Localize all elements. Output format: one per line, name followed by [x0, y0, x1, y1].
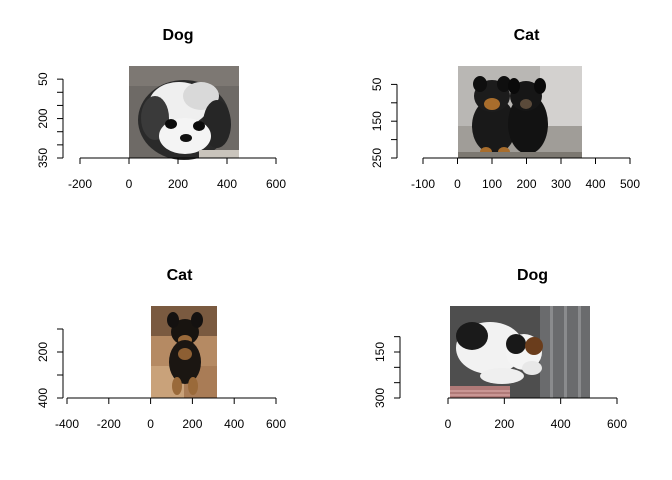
- x-tick-label: -100: [411, 177, 435, 191]
- x-tick-label: 400: [585, 177, 605, 191]
- panel-title: Dog: [517, 267, 548, 284]
- x-tick-label: 400: [217, 177, 237, 191]
- sitting-dog-photo: [151, 306, 217, 398]
- x-tick-label: -200: [68, 177, 92, 191]
- panel-title: Dog: [162, 27, 193, 44]
- two-puppies-photo: [458, 66, 582, 158]
- y-tick-label: 50: [370, 77, 384, 91]
- terrier-photo: [450, 306, 590, 398]
- panel-4: Dog 0 200 400 600 150 300: [373, 267, 627, 431]
- y-tick-label: 350: [36, 148, 50, 168]
- x-tick-label: 500: [620, 177, 640, 191]
- panel-title: Cat: [514, 27, 540, 44]
- x-tick-label: 200: [494, 417, 514, 431]
- panel-title: Cat: [167, 267, 193, 284]
- x-tick-label: -200: [97, 417, 121, 431]
- y-tick-label: 150: [373, 342, 387, 362]
- x-tick-label: 200: [516, 177, 536, 191]
- y-tick-label: 50: [36, 72, 50, 86]
- x-tick-label: 200: [168, 177, 188, 191]
- x-tick-label: 400: [551, 417, 571, 431]
- x-tick-label: 600: [607, 417, 627, 431]
- x-tick-label: 0: [445, 417, 452, 431]
- x-tick-label: 0: [147, 417, 154, 431]
- panel-2: Cat -100 0 100 200 300 400 500 50 150 250: [370, 27, 640, 191]
- y-tick-label: 250: [370, 148, 384, 168]
- x-tick-label: -400: [55, 417, 79, 431]
- y-tick-label: 400: [36, 388, 50, 408]
- y-tick-label: 200: [36, 342, 50, 362]
- x-tick-label: 600: [266, 417, 286, 431]
- x-tick-label: 300: [551, 177, 571, 191]
- x-tick-label: 0: [454, 177, 461, 191]
- panel-1: Dog -200 0 200 400 600 50 200 350: [36, 27, 286, 191]
- shih-tzu-photo: [129, 66, 239, 160]
- y-tick-label: 300: [373, 388, 387, 408]
- x-tick-label: 200: [182, 417, 202, 431]
- panel-3: Cat -400 -200 0 200 400 600 200 400: [36, 267, 286, 431]
- y-tick-label: 150: [370, 111, 384, 131]
- x-tick-label: 100: [482, 177, 502, 191]
- y-tick-label: 200: [36, 108, 50, 128]
- x-tick-label: 0: [126, 177, 133, 191]
- x-tick-label: 400: [224, 417, 244, 431]
- x-tick-label: 600: [266, 177, 286, 191]
